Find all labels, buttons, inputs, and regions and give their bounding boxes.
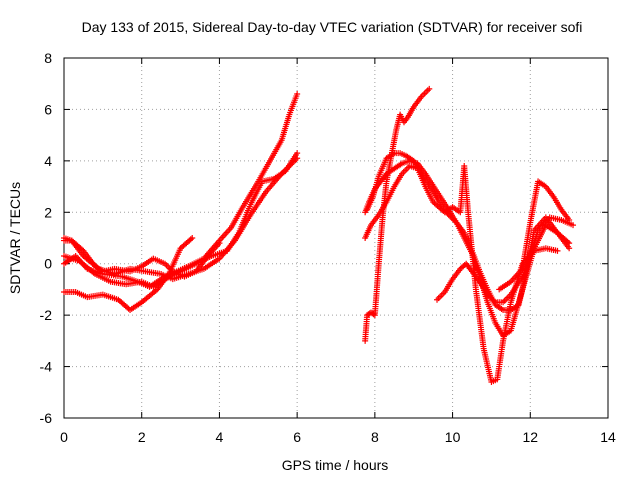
y-tick-label: -2 (40, 307, 53, 323)
data-point (189, 235, 196, 241)
series-arc11 (496, 178, 573, 293)
x-tick-label: 14 (600, 429, 616, 445)
data-point (566, 240, 573, 247)
grid (64, 58, 608, 418)
series-arc10 (434, 214, 577, 306)
x-tick-label: 4 (216, 429, 224, 445)
y-axis-label: SDTVAR / TECUs (7, 182, 23, 294)
data-point (566, 217, 573, 223)
ticks: 0 2 4 6 8 10 12 14 -6 -4 -2 0 2 4 6 8 (40, 50, 616, 445)
y-tick-label: 8 (44, 50, 52, 66)
x-tick-label: 6 (293, 429, 301, 445)
plot-border (63, 57, 609, 419)
chart-title: Day 133 of 2015, Sidereal Day-to-day VTE… (82, 19, 583, 35)
series (61, 85, 577, 385)
series-arc6 (362, 85, 433, 344)
series-arc5 (61, 150, 301, 290)
y-tick-label: -4 (40, 359, 53, 375)
data-point (570, 222, 577, 229)
data-point (566, 245, 573, 252)
data-point (554, 247, 561, 254)
y-tick-label: 0 (44, 256, 52, 272)
x-tick-label: 10 (445, 429, 461, 445)
series-arc1 (61, 235, 196, 313)
series-arc3 (61, 91, 301, 290)
y-tick-label: 2 (44, 204, 52, 220)
x-axis-label: GPS time / hours (282, 457, 389, 473)
data-point (294, 150, 301, 157)
x-tick-label: 12 (522, 429, 538, 445)
y-tick-label: 6 (44, 101, 52, 117)
data-point (294, 91, 301, 97)
x-tick-label: 0 (60, 429, 68, 445)
x-tick-label: 8 (371, 429, 379, 445)
y-tick-label: 4 (44, 153, 52, 169)
x-tick-label: 2 (138, 429, 146, 445)
data-point (426, 85, 433, 92)
y-tick-label: -6 (40, 410, 53, 426)
